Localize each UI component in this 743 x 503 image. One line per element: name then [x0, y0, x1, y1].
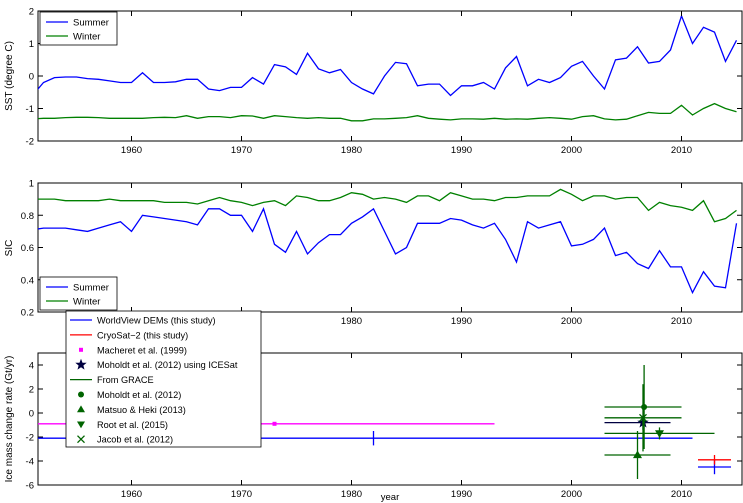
- ice-xlabel: year: [381, 492, 399, 503]
- sic-legend-box: [39, 276, 118, 311]
- sst-tick-layer: 1960 1970 1980 1990 2000 2010 -2 -1 0 1 2: [26, 7, 742, 156]
- estimate-3-marker: [272, 421, 277, 426]
- ice-legend-label-8: Jacob et al. (2012): [97, 435, 173, 445]
- ice-legend-swatch-5: [78, 391, 84, 398]
- ice-legend: WorldView DEMs (this study) CryoSat−2 (th…: [65, 310, 262, 448]
- ice-legend-label-2: Macheret et al. (1999): [97, 345, 187, 355]
- sst-ytick-label: 1: [29, 39, 34, 50]
- sic-legend-winter-label: Winter: [73, 297, 100, 308]
- sst-xtick-label: 1990: [451, 145, 472, 156]
- sic-xtick-label: 2000: [561, 316, 582, 327]
- ice-ytick-label: -6: [26, 481, 34, 492]
- sst-xtick-label: 1970: [231, 145, 252, 156]
- ice-xtick-label: 1970: [231, 489, 252, 500]
- sic-series-summer: [38, 207, 738, 295]
- sic-xtick-label: 1980: [341, 316, 362, 327]
- ice-tick-layer: 1960 1970 1980 1990 2000 2010 -6 -4 -2 0 2 4: [26, 353, 742, 500]
- ice-xtick-label: 2000: [561, 489, 582, 500]
- ice-legend-label-0: WorldView DEMs (this study): [97, 316, 216, 326]
- sic-axes-frame: [37, 182, 743, 313]
- ice-ytick-label: 0: [29, 409, 34, 420]
- ice-legend-box: [65, 310, 262, 448]
- ice-legend-swatch-8: [77, 435, 85, 444]
- sst-ytick-label: -2: [26, 137, 34, 148]
- ice-ytick-label: 2: [29, 385, 34, 396]
- sst-xtick-label: 1960: [121, 145, 142, 156]
- sic-ytick-label: 0.6: [21, 243, 34, 254]
- sst-series-layer: [38, 13, 738, 122]
- ice-legend-swatch-6: [77, 405, 85, 413]
- ice-xtick-label: 1980: [341, 489, 362, 500]
- ice-legend-label-6: Matsuo & Heki (2013): [97, 405, 186, 415]
- sst-ytick-label: 0: [29, 72, 34, 83]
- sst-legend: Summer Winter: [39, 11, 118, 46]
- ice-legend-swatch-7: [77, 421, 85, 429]
- sst-xtick-label: 1980: [341, 145, 362, 156]
- ice-mass-panel: 1960 1970 1980 1990 2000 2010 -6 -4 -2 0 2 4 Ice ma…: [4, 310, 743, 503]
- ice-xtick-label: 2010: [671, 489, 692, 500]
- sic-xtick-label: 1990: [451, 316, 472, 327]
- sst-legend-summer-label: Summer: [73, 18, 109, 29]
- sst-xtick-label: 2000: [561, 145, 582, 156]
- sst-ytick-label: -1: [26, 104, 34, 115]
- sic-ytick-label: 0.2: [21, 308, 34, 319]
- estimate-6-marker: [633, 450, 642, 459]
- ice-ytick-label: -4: [26, 457, 34, 468]
- estimate-5-marker: [641, 404, 648, 410]
- sst-series-summer: [38, 13, 738, 97]
- ice-ytick-label: -2: [26, 433, 34, 444]
- ice-legend-label-5: Moholdt et al. (2012): [97, 390, 181, 400]
- sst-ytick-label: 2: [29, 7, 34, 18]
- sst-xtick-label: 2010: [671, 145, 692, 156]
- ice-legend-swatch-2: [79, 347, 83, 352]
- sst-legend-winter-label: Winter: [73, 32, 100, 43]
- sst-panel: 1960 1970 1980 1990 2000 2010 -2 -1 0 1 2 SST (deg…: [4, 7, 743, 156]
- sic-xtick-label: 2010: [671, 316, 692, 327]
- sst-ylabel: SST (degree C): [4, 41, 15, 111]
- ice-legend-label-3: Moholdt et al. (2012) using ICESat: [97, 360, 238, 370]
- sic-ytick-label: 1: [29, 179, 34, 190]
- ice-xtick-label: 1990: [451, 489, 472, 500]
- estimate-7-marker: [655, 430, 664, 438]
- estimate-8-marker: [639, 413, 647, 422]
- sic-ytick-label: 0.8: [21, 211, 34, 222]
- sic-series-winter: [38, 188, 737, 223]
- ice-ytick-label: 4: [29, 361, 34, 372]
- ice-legend-label-7: Root et al. (2015): [97, 420, 168, 430]
- sst-series-winter: [38, 102, 737, 122]
- sic-legend-summer-label: Summer: [73, 283, 109, 294]
- ice-ylabel: Ice mass change rate (Gt/yr): [4, 356, 15, 483]
- sst-axes-frame: [37, 10, 743, 142]
- ice-legend-label-4: From GRACE: [97, 375, 154, 385]
- ice-legend-label-1: CryoSat−2 (this study): [97, 330, 188, 340]
- sic-legend: Summer Winter: [39, 276, 118, 311]
- ice-xtick-label: 1960: [121, 489, 142, 500]
- sic-panel: 1960197019801990200020100.20.40.60.81 SI…: [4, 179, 743, 327]
- sic-ylabel: SIC: [4, 240, 15, 257]
- sic-ytick-label: 0.4: [21, 275, 34, 286]
- ice-legend-swatch-3: [75, 358, 87, 370]
- sic-series-layer: [38, 188, 738, 295]
- sst-legend-box: [39, 11, 118, 46]
